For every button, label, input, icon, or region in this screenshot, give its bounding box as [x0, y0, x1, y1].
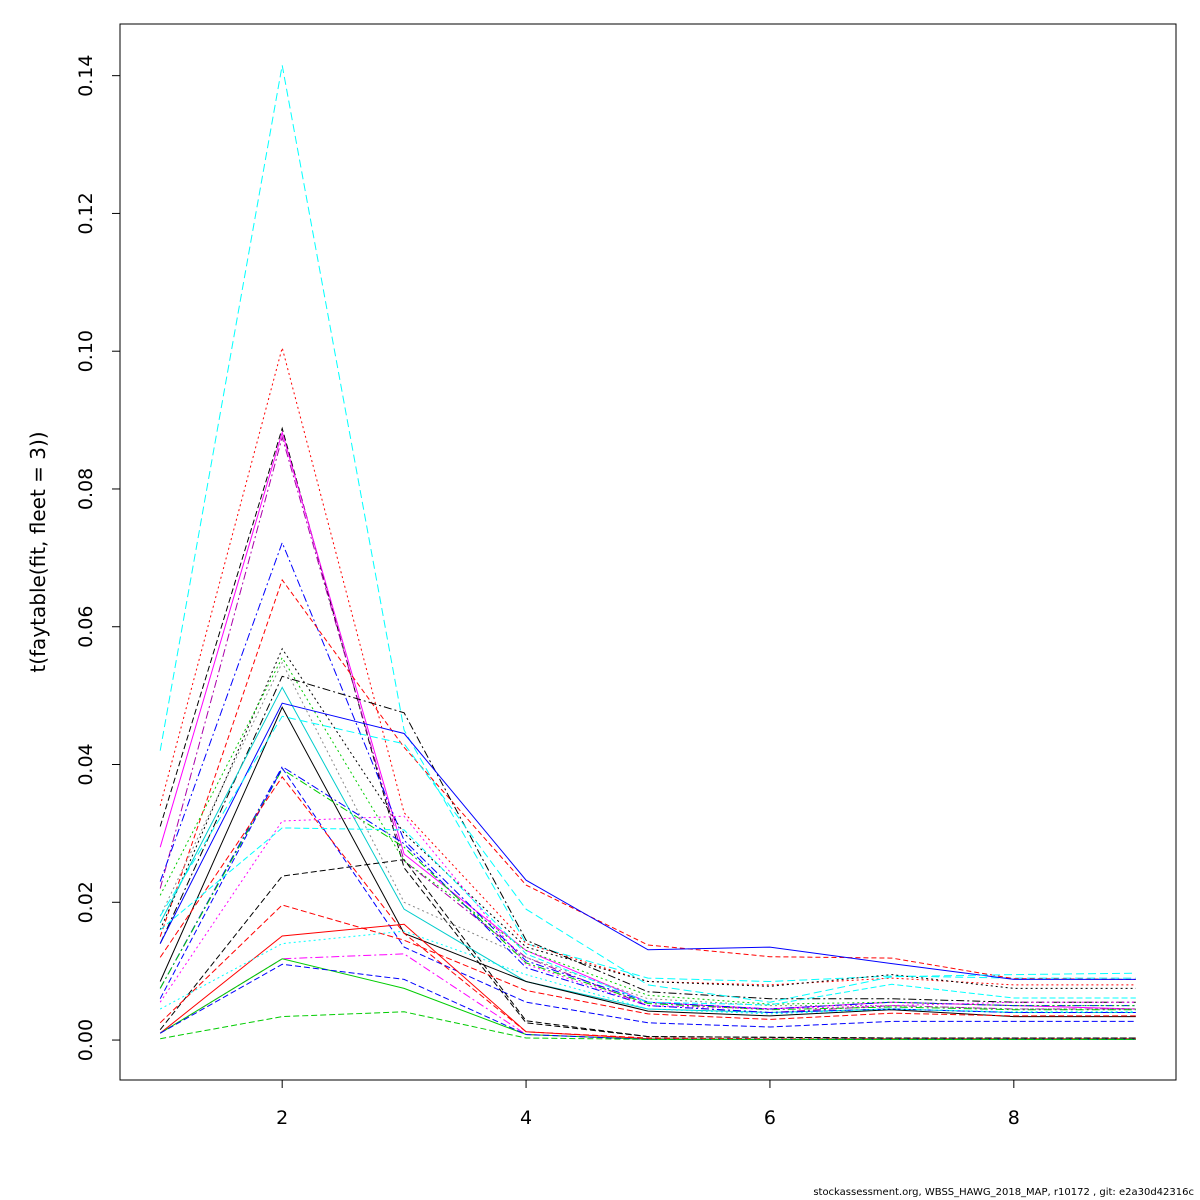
series-line-2	[159, 345, 1136, 986]
x-axis: 2 4 6 8	[276, 1079, 1020, 1129]
plot-frame	[119, 23, 1177, 1081]
series-line-20	[159, 815, 1136, 1010]
y-tick-label: 0.00	[75, 1019, 97, 1061]
series-line-10	[159, 661, 1136, 1010]
series-line-8	[159, 647, 1136, 989]
footer-credit: stockassessment.org, WBSS_HAWG_2018_MAP,…	[813, 1187, 1194, 1198]
series-line-9	[159, 656, 1136, 1007]
y-tick-label: 0.14	[75, 55, 97, 97]
series-line-28	[159, 963, 1136, 1040]
x-tick-label: 2	[276, 1107, 288, 1129]
series-line-11	[159, 675, 1136, 1003]
series-line-4	[159, 430, 1136, 1010]
y-tick-label: 0.02	[75, 881, 97, 923]
series-line-3	[159, 426, 1136, 1039]
series-line-17	[159, 768, 1136, 1011]
series-line-16	[159, 765, 1136, 1014]
series-line-19	[159, 776, 1136, 1040]
y-tick-label: 0.08	[75, 468, 97, 510]
y-axis: 0.00 0.02 0.04 0.06 0.08 0.10 0.12 0.14	[75, 55, 121, 1061]
y-tick-label: 0.12	[75, 192, 97, 234]
x-tick-label: 6	[764, 1107, 776, 1129]
series-line-12	[159, 686, 1136, 1014]
y-axis-title: t(faytable(fit, fleet = 3))	[26, 431, 50, 672]
series-line-18	[159, 767, 1136, 1028]
x-tick-label: 4	[520, 1107, 532, 1129]
series-line-5	[159, 435, 1136, 1014]
series-line-7	[159, 578, 1136, 980]
y-tick-label: 0.04	[75, 743, 97, 785]
series-line-1	[159, 65, 1136, 983]
y-tick-label: 0.06	[75, 606, 97, 648]
series-line-27	[159, 958, 1136, 1040]
x-tick-label: 8	[1008, 1107, 1020, 1129]
series-line-29	[160, 1011, 1136, 1040]
series-line-15	[159, 715, 1136, 1003]
series-line-14	[159, 706, 1136, 1018]
series-line-23	[159, 904, 1136, 1024]
series-layer	[159, 65, 1136, 1040]
series-line-26	[159, 953, 1136, 1040]
series-line-22	[159, 859, 1136, 1039]
series-line-21	[159, 827, 1136, 1006]
series-line-13	[159, 702, 1136, 980]
y-tick-label: 0.10	[75, 330, 97, 372]
